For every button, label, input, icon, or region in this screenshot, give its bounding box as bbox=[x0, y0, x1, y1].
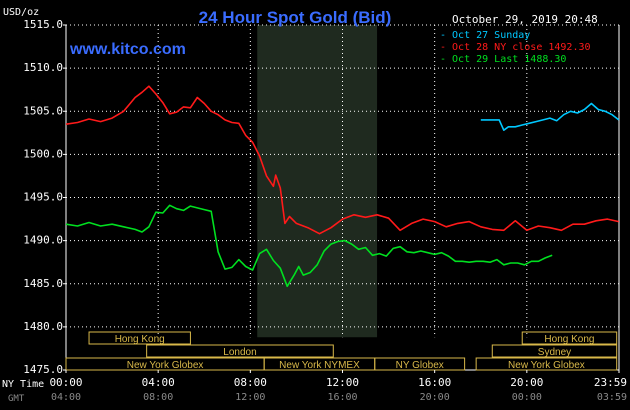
y-tick-label: 1500.0 bbox=[23, 147, 63, 160]
series-line-1 bbox=[65, 85, 619, 235]
y-tick-label: 1485.0 bbox=[23, 277, 63, 290]
x-tick-label-gmt: 20:00 bbox=[420, 392, 450, 403]
session-label: Hong Kong bbox=[544, 334, 594, 345]
market-sessions: Hong Kong London New York Globex New York N… bbox=[65, 331, 618, 371]
session-label: Hong Kong bbox=[115, 334, 165, 345]
y-tick-label: 1515.0 bbox=[23, 18, 63, 31]
y-tick-label: 1475.0 bbox=[23, 363, 63, 376]
x-tick-label-ny: 08:00 bbox=[234, 376, 267, 389]
y-tick-label: 1510.0 bbox=[23, 61, 63, 74]
series-line-2 bbox=[65, 204, 553, 288]
chart-title: 24 Hour Spot Gold (Bid) bbox=[199, 8, 392, 27]
series-line-0 bbox=[480, 102, 620, 131]
session-bar bbox=[491, 344, 618, 358]
session-label: New York NYMEX bbox=[279, 360, 360, 371]
session-label: London bbox=[223, 347, 256, 358]
x-axis-labels: 00:00 04:00 04:00 08:00 08:00 12:00 12:00 16:00… bbox=[49, 370, 627, 403]
x-tick-label-gmt: 12:00 bbox=[235, 392, 265, 403]
timestamp: October 29, 2019 20:48 bbox=[452, 13, 598, 26]
x-tick-label-ny: 00:00 bbox=[49, 376, 82, 389]
grid bbox=[65, 24, 620, 371]
legend-entry-oct29: - Oct 29 Last 1488.30 bbox=[440, 54, 566, 65]
legend-entry-oct27: - Oct 27 Sunday bbox=[440, 30, 530, 41]
session-label: New York Globex bbox=[508, 360, 585, 371]
y-tick-label: 1480.0 bbox=[23, 320, 63, 333]
session-bar bbox=[88, 331, 191, 345]
legend-entry-oct28: - Oct 28 NY close 1492.30 bbox=[440, 42, 591, 53]
y-tick-label: 1490.0 bbox=[23, 234, 63, 247]
gmt-label: GMT bbox=[8, 394, 25, 404]
session-label: NY Globex bbox=[396, 360, 444, 371]
session-label: Sydney bbox=[538, 347, 571, 358]
session-bar bbox=[521, 331, 618, 345]
legend: - Oct 27 Sunday - Oct 28 NY close 1492.3… bbox=[440, 30, 591, 65]
x-tick-label-ny: 04:00 bbox=[142, 376, 175, 389]
session-bar bbox=[146, 344, 334, 358]
y-tick-label: 1495.0 bbox=[23, 191, 63, 204]
x-tick-label-gmt: 03:59 bbox=[597, 392, 627, 403]
session-bar bbox=[475, 357, 618, 371]
x-tick-label-ny: 16:00 bbox=[418, 376, 451, 389]
x-tick-label-gmt: 00:00 bbox=[512, 392, 542, 403]
x-tick-label-gmt: 04:00 bbox=[51, 392, 81, 403]
ny-time-label: NY Time bbox=[2, 379, 44, 390]
x-tick-label-gmt: 16:00 bbox=[327, 392, 357, 403]
x-tick-label-ny: 23:59 bbox=[594, 376, 627, 389]
y-axis-labels: 1515.0 1510.0 1505.0 1500.0 1495.0 1490.0 1485… bbox=[23, 18, 66, 376]
session-label: New York Globex bbox=[127, 360, 204, 371]
y-tick-label: 1505.0 bbox=[23, 104, 63, 117]
x-tick-label-gmt: 08:00 bbox=[143, 392, 173, 403]
series-lines bbox=[65, 85, 620, 288]
session-bar bbox=[374, 357, 466, 371]
x-tick-label-ny: 20:00 bbox=[510, 376, 543, 389]
site-link[interactable]: www.kitco.com bbox=[69, 41, 186, 58]
y-axis-unit: USD/oz bbox=[3, 7, 39, 18]
x-tick-label-ny: 12:00 bbox=[326, 376, 359, 389]
